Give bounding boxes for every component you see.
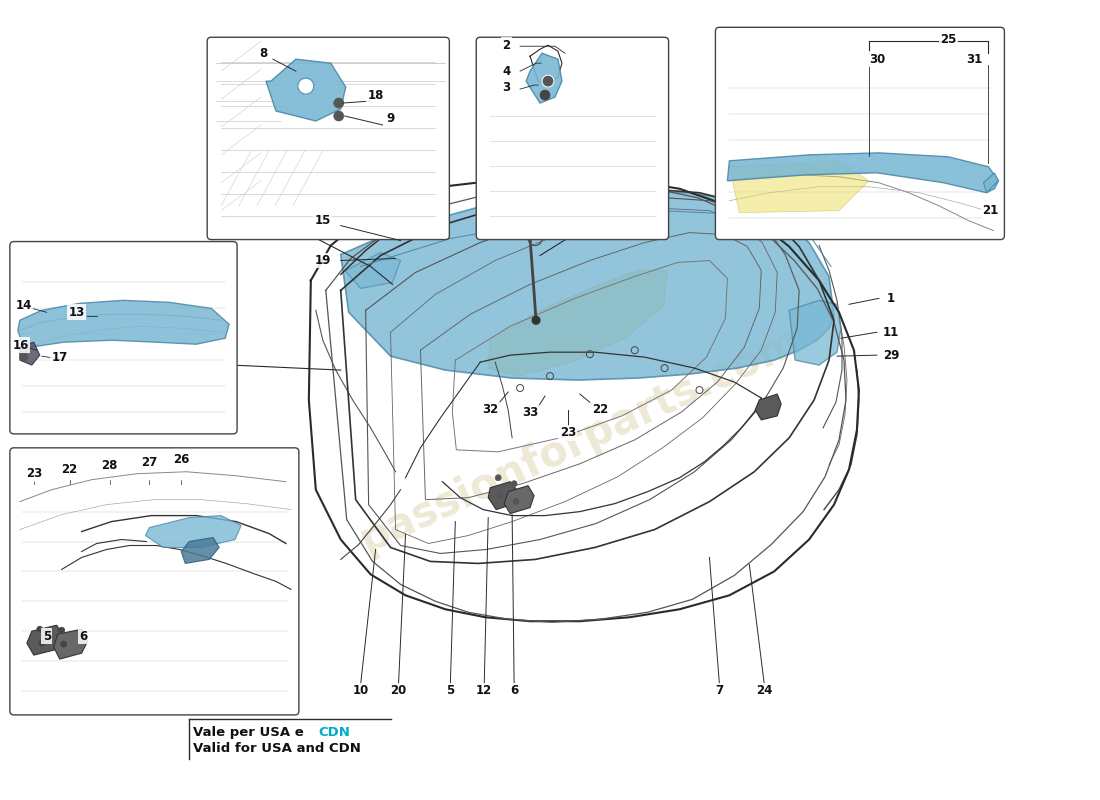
Polygon shape bbox=[727, 153, 999, 193]
Text: 27: 27 bbox=[141, 456, 157, 470]
Circle shape bbox=[298, 78, 314, 94]
Text: 22: 22 bbox=[62, 463, 78, 476]
FancyBboxPatch shape bbox=[715, 27, 1004, 239]
FancyBboxPatch shape bbox=[207, 38, 450, 239]
Polygon shape bbox=[182, 538, 219, 563]
Text: 15: 15 bbox=[315, 214, 331, 227]
Text: CDN: CDN bbox=[319, 726, 351, 739]
Text: 33: 33 bbox=[521, 406, 538, 419]
Polygon shape bbox=[729, 161, 869, 213]
Text: 1: 1 bbox=[887, 292, 895, 305]
Text: 32: 32 bbox=[482, 403, 498, 417]
Text: Vale per USA e: Vale per USA e bbox=[194, 726, 309, 739]
Text: 31: 31 bbox=[967, 53, 982, 66]
Text: 29: 29 bbox=[882, 349, 899, 362]
Polygon shape bbox=[488, 270, 668, 376]
Text: 24: 24 bbox=[756, 685, 772, 698]
FancyBboxPatch shape bbox=[476, 38, 669, 239]
Text: 9: 9 bbox=[386, 113, 395, 126]
Text: 20: 20 bbox=[390, 685, 407, 698]
Text: 30: 30 bbox=[869, 53, 886, 66]
Polygon shape bbox=[145, 515, 241, 547]
Circle shape bbox=[497, 493, 503, 498]
Text: 28: 28 bbox=[101, 459, 118, 472]
Circle shape bbox=[542, 75, 554, 87]
Polygon shape bbox=[18, 300, 229, 348]
Polygon shape bbox=[26, 626, 64, 655]
Text: 4: 4 bbox=[502, 65, 510, 78]
Circle shape bbox=[39, 640, 45, 646]
Text: 6: 6 bbox=[79, 630, 88, 642]
Text: 14: 14 bbox=[15, 299, 32, 312]
Polygon shape bbox=[344, 253, 400, 288]
FancyBboxPatch shape bbox=[10, 242, 238, 434]
Circle shape bbox=[333, 98, 343, 108]
Text: 16: 16 bbox=[13, 338, 29, 352]
Circle shape bbox=[60, 641, 67, 647]
Text: 12: 12 bbox=[476, 685, 493, 698]
Polygon shape bbox=[526, 54, 562, 103]
Text: 26: 26 bbox=[173, 454, 189, 466]
Polygon shape bbox=[341, 190, 834, 380]
Text: 5: 5 bbox=[43, 630, 51, 642]
Text: 10: 10 bbox=[352, 685, 368, 698]
Circle shape bbox=[333, 111, 343, 121]
Text: 19: 19 bbox=[315, 254, 331, 267]
Text: Valid for USA and CDN: Valid for USA and CDN bbox=[194, 742, 361, 755]
Text: 21: 21 bbox=[982, 204, 999, 217]
Circle shape bbox=[532, 316, 540, 324]
Text: 23: 23 bbox=[560, 426, 576, 439]
Polygon shape bbox=[983, 173, 999, 193]
Text: 3: 3 bbox=[502, 81, 510, 94]
Text: 8: 8 bbox=[258, 46, 267, 60]
Circle shape bbox=[540, 90, 550, 100]
Polygon shape bbox=[789, 300, 842, 365]
Text: 11: 11 bbox=[882, 326, 899, 338]
Polygon shape bbox=[504, 486, 535, 514]
Text: 13: 13 bbox=[68, 306, 85, 319]
Text: 5: 5 bbox=[447, 685, 454, 698]
Circle shape bbox=[495, 474, 502, 481]
Polygon shape bbox=[266, 59, 345, 121]
Text: 25: 25 bbox=[940, 33, 957, 46]
Text: 17: 17 bbox=[52, 350, 68, 364]
Text: 23: 23 bbox=[25, 467, 42, 480]
Circle shape bbox=[20, 353, 28, 361]
Text: 6: 6 bbox=[510, 685, 518, 698]
Text: passionforparts.com: passionforparts.com bbox=[352, 319, 807, 561]
Circle shape bbox=[36, 626, 43, 632]
Polygon shape bbox=[488, 482, 518, 510]
FancyBboxPatch shape bbox=[10, 448, 299, 715]
Text: 2: 2 bbox=[502, 38, 510, 52]
Text: 7: 7 bbox=[715, 685, 724, 698]
Text: 22: 22 bbox=[592, 403, 608, 417]
Circle shape bbox=[513, 498, 519, 505]
Polygon shape bbox=[54, 630, 88, 659]
Circle shape bbox=[512, 481, 517, 486]
Polygon shape bbox=[756, 394, 781, 420]
Text: 18: 18 bbox=[367, 89, 384, 102]
Circle shape bbox=[58, 627, 65, 633]
Polygon shape bbox=[20, 342, 40, 365]
